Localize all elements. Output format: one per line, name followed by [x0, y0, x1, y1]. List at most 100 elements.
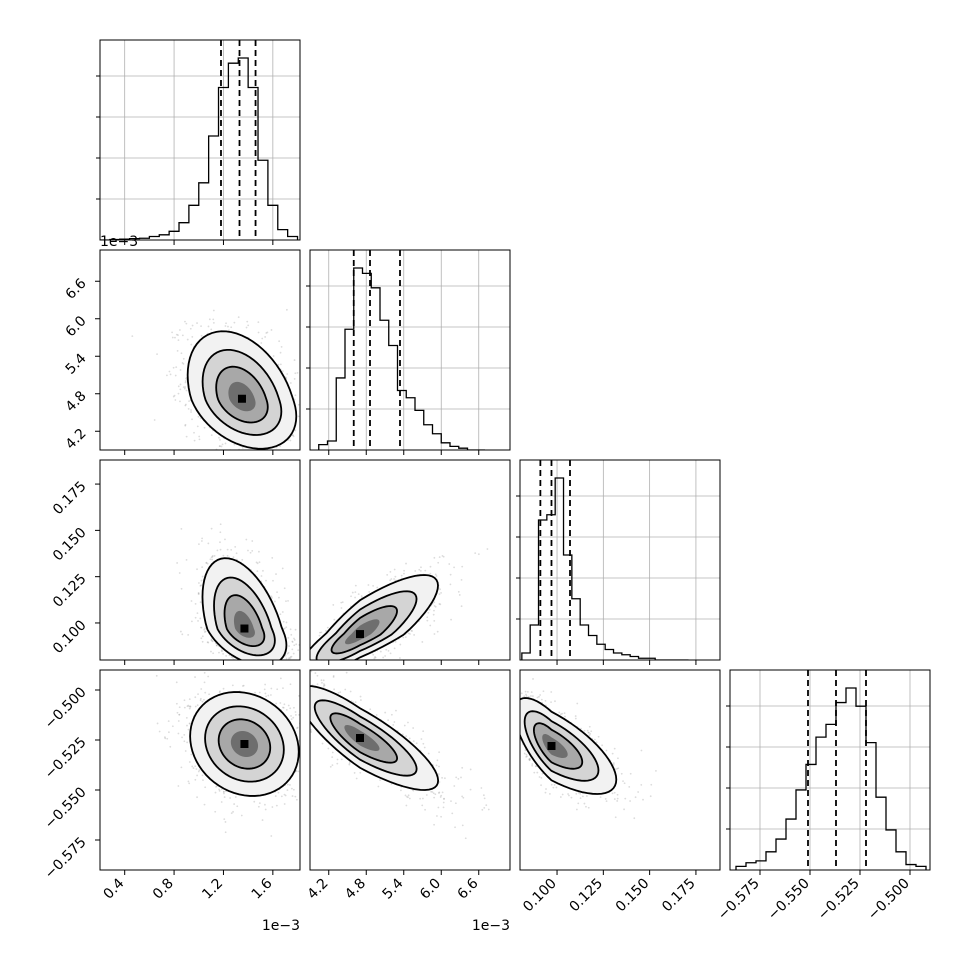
sample-point	[290, 715, 292, 717]
sample-point	[280, 454, 282, 456]
sample-point	[158, 730, 161, 733]
sample-point	[200, 584, 203, 587]
sample-point	[290, 655, 293, 658]
sample-point	[328, 673, 330, 675]
sample-point	[319, 674, 321, 676]
sample-point	[287, 599, 289, 602]
contour-line-3	[215, 365, 269, 424]
sample-point	[219, 661, 221, 663]
sample-point	[297, 663, 299, 665]
sample-point	[372, 653, 375, 656]
sample-point	[222, 652, 225, 655]
sample-point	[196, 796, 198, 799]
sample-point	[333, 680, 335, 682]
sample-point	[288, 657, 290, 660]
sample-point	[404, 636, 407, 639]
sample-point	[294, 372, 297, 375]
sample-point	[227, 484, 229, 486]
sample-point	[279, 677, 282, 680]
scatter-panel-1-4	[155, 670, 305, 837]
sample-point	[292, 672, 294, 674]
sample-point	[322, 663, 324, 665]
sample-point	[247, 549, 249, 552]
sample-point	[393, 578, 395, 580]
sample-point	[185, 435, 188, 438]
sample-point	[316, 664, 318, 666]
sample-point	[326, 663, 328, 665]
sample-point	[294, 628, 297, 631]
sample-point	[239, 662, 241, 664]
sample-point	[318, 634, 321, 637]
sample-point	[279, 666, 281, 668]
sample-point	[293, 637, 295, 640]
sample-point	[303, 648, 305, 650]
sample-point	[305, 399, 307, 401]
sample-point	[400, 574, 403, 577]
sample-point	[310, 662, 312, 664]
sample-point	[304, 653, 306, 655]
sample-point	[439, 588, 441, 591]
sample-point	[208, 318, 211, 321]
sample-point	[199, 617, 202, 620]
density-peak	[240, 624, 249, 633]
sample-point	[282, 663, 284, 665]
sample-point	[260, 575, 263, 577]
sample-point	[331, 666, 333, 668]
contour-line-1	[186, 330, 298, 450]
sample-point	[434, 573, 437, 576]
sample-point	[267, 668, 269, 670]
sample-point	[344, 664, 346, 666]
sample-point	[320, 674, 322, 676]
sample-point	[306, 666, 308, 668]
sample-point	[390, 578, 393, 580]
sample-point	[224, 325, 227, 327]
sample-point	[241, 446, 244, 449]
sample-point	[224, 442, 227, 445]
sample-point	[302, 654, 304, 656]
sample-point	[265, 695, 268, 698]
sample-point	[184, 403, 187, 406]
contour-line-3	[223, 594, 266, 648]
sample-point	[486, 548, 489, 550]
sample-point	[264, 336, 267, 338]
sample-point	[319, 631, 321, 634]
hist-panel-1	[100, 40, 300, 240]
sample-point	[303, 672, 305, 674]
sample-point	[289, 657, 292, 660]
sample-point	[179, 383, 182, 386]
sample-point	[439, 603, 442, 606]
sample-point	[332, 665, 334, 667]
sample-point	[307, 653, 309, 655]
sample-point	[287, 636, 290, 639]
sample-point	[300, 680, 302, 682]
sample-point	[211, 640, 214, 643]
sample-point	[286, 671, 288, 673]
sample-point	[304, 647, 306, 649]
sample-point	[197, 593, 200, 596]
sample-point	[433, 633, 436, 635]
sample-point	[184, 320, 186, 323]
sample-point	[297, 403, 300, 406]
sample-point	[182, 363, 185, 365]
sample-point	[200, 325, 202, 328]
sample-point	[247, 324, 250, 327]
sample-point	[289, 656, 292, 658]
sample-point	[341, 665, 343, 667]
sample-point	[205, 562, 208, 564]
sample-point	[293, 378, 296, 380]
sample-point	[263, 467, 265, 469]
sample-point	[285, 621, 288, 624]
sample-point	[306, 684, 308, 686]
sample-point	[276, 674, 278, 676]
sample-point	[329, 674, 331, 676]
sample-point	[219, 662, 221, 664]
sample-point	[181, 361, 184, 364]
sample-point	[303, 722, 305, 724]
sample-point	[317, 668, 319, 670]
sample-point	[190, 411, 192, 413]
sample-point	[351, 591, 354, 594]
sample-point	[290, 633, 293, 636]
sample-point	[212, 309, 215, 312]
sample-point	[277, 451, 279, 453]
sample-point	[249, 455, 251, 457]
